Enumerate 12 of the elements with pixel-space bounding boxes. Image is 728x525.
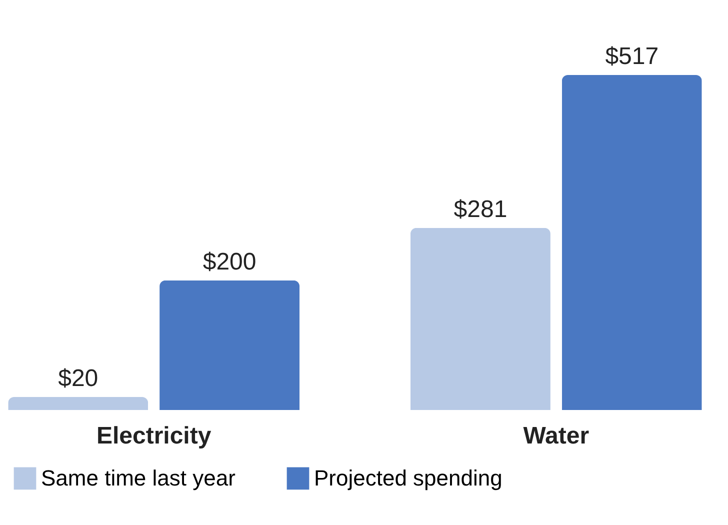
- data-label: $517: [605, 43, 659, 70]
- bar: [562, 75, 702, 410]
- legend-label: Same time last year: [41, 465, 236, 490]
- data-label: $281: [454, 196, 508, 223]
- bar: [410, 228, 550, 410]
- bar: [8, 397, 148, 410]
- data-label: $20: [58, 365, 98, 392]
- x-tick-label: Electricity: [96, 422, 212, 450]
- legend-label: Projected spending: [314, 465, 502, 490]
- data-label: $200: [202, 248, 256, 276]
- x-tick-label: Water: [523, 422, 590, 450]
- bar: [160, 280, 300, 410]
